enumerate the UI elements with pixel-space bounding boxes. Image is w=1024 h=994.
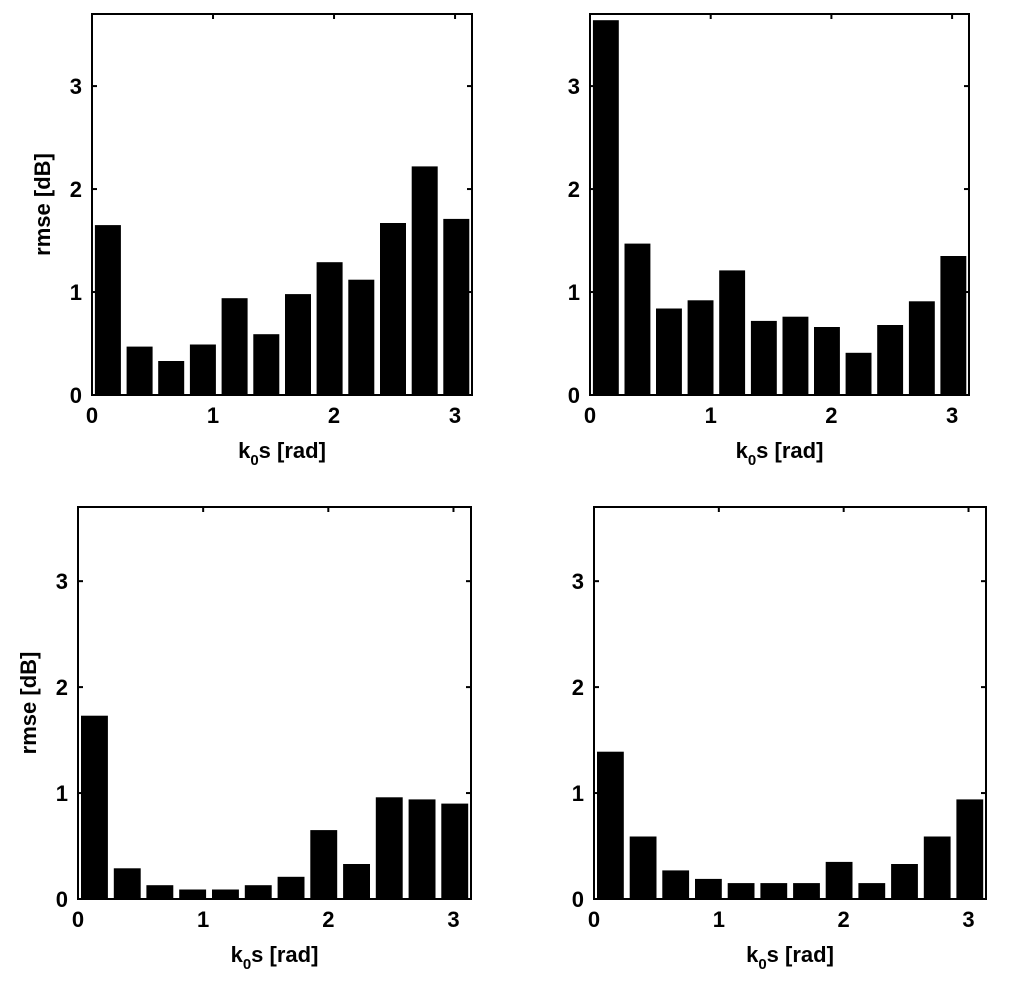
x-tick-label: 0 [588,907,600,932]
x-tick-label: 0 [72,907,84,932]
axes-frame [593,506,987,900]
y-tick-label: 3 [568,74,580,99]
bar [727,883,755,899]
bar [629,836,657,899]
bar [592,20,619,395]
x-axis-label: k0s [rad] [736,438,824,469]
x-tick-label: 2 [328,403,340,428]
y-tick-label: 1 [56,781,68,806]
y-axis-label: rmse [dB] [16,652,41,755]
bar [277,876,305,899]
bar [687,300,714,395]
bar [146,885,174,899]
bar [750,320,777,395]
subplot-1: 0 1 2 3 0 1 2 3 k0s [rad] rmse [dB] [30,13,473,469]
y-tick-label: 0 [572,887,584,912]
y-tick-label: 3 [70,74,82,99]
bar [940,256,967,395]
bar [662,870,690,899]
bar [94,225,121,395]
x-tick-label: 3 [447,907,459,932]
x-tick-label: 0 [86,403,98,428]
y-tick-label: 3 [572,569,584,594]
axes-frame [91,13,473,396]
bar [316,262,343,395]
subplot-4: 0 1 2 3 0 1 2 3 k0s [rad] [572,506,987,973]
x-axis-label: k0s [rad] [746,942,834,973]
y-tick-label: 0 [568,383,580,408]
bar [253,334,280,395]
y-tick-label: 2 [70,177,82,202]
bar [825,861,853,899]
y-tick-label: 3 [56,569,68,594]
bar [179,889,207,899]
bar [408,799,436,899]
bar [343,864,370,899]
x-tick-label: 1 [705,403,717,428]
x-tick-label: 2 [825,403,837,428]
y-tick-label: 0 [56,887,68,912]
x-axis-label: k0s [rad] [231,942,319,973]
bar [845,352,872,395]
bar [113,868,141,899]
bar [126,346,153,395]
x-tick-label: 1 [713,907,725,932]
bar [956,799,984,899]
y-axis-label: rmse [dB] [30,153,55,256]
x-tick-label: 3 [946,403,958,428]
axes-frame [77,506,472,900]
bar [719,270,746,395]
x-tick-label: 3 [449,403,461,428]
x-tick-label: 0 [584,403,596,428]
bar [380,223,406,395]
bar [695,878,722,899]
x-tick-label: 1 [197,907,209,932]
y-tick-label: 1 [572,781,584,806]
bar [814,327,840,395]
bar [310,830,338,899]
x-axis-label: k0s [rad] [238,438,326,469]
y-tick-label: 2 [568,177,580,202]
bar [221,298,248,395]
y-tick-label: 2 [572,675,584,700]
bar [923,836,951,899]
x-tick-label: 2 [322,907,334,932]
x-tick-label: 3 [962,907,974,932]
y-tick-label: 1 [70,280,82,305]
bar [443,218,470,395]
y-tick-label: 1 [568,280,580,305]
bar [597,751,624,899]
bar [624,243,651,395]
bar [441,803,469,899]
bar [793,883,820,899]
bar [858,883,886,899]
subplot-2: 0 1 2 3 0 1 2 3 k0s [rad] [568,13,970,469]
bar [908,301,935,395]
subplot-3: 0 1 2 3 0 1 2 3 k0s [rad] rmse [dB] [16,506,472,973]
x-tick-label: 1 [207,403,219,428]
axes-frame [589,13,970,396]
bar [411,166,438,395]
bar [244,885,272,899]
bar [375,797,403,899]
bar [212,889,239,899]
x-tick-label: 2 [838,907,850,932]
bar [877,325,904,395]
bar [760,883,788,899]
y-tick-label: 2 [56,675,68,700]
bar [81,715,108,899]
bar [348,279,375,395]
bar [782,316,809,395]
bar [158,361,185,395]
bar [891,864,918,899]
bar [285,294,311,395]
y-tick-label: 0 [70,383,82,408]
bar [189,344,216,395]
bar [656,308,682,395]
